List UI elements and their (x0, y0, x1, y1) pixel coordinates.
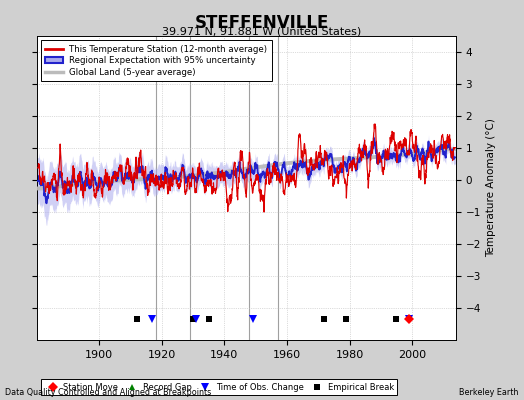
Text: Data Quality Controlled and Aligned at Breakpoints: Data Quality Controlled and Aligned at B… (5, 388, 212, 397)
Y-axis label: Temperature Anomaly (°C): Temperature Anomaly (°C) (486, 118, 497, 258)
Legend: Station Move, Record Gap, Time of Obs. Change, Empirical Break: Station Move, Record Gap, Time of Obs. C… (41, 380, 397, 395)
Text: Berkeley Earth: Berkeley Earth (460, 388, 519, 397)
Text: 39.971 N, 91.881 W (United States): 39.971 N, 91.881 W (United States) (162, 26, 362, 36)
Text: STEFFENVILLE: STEFFENVILLE (195, 14, 329, 32)
